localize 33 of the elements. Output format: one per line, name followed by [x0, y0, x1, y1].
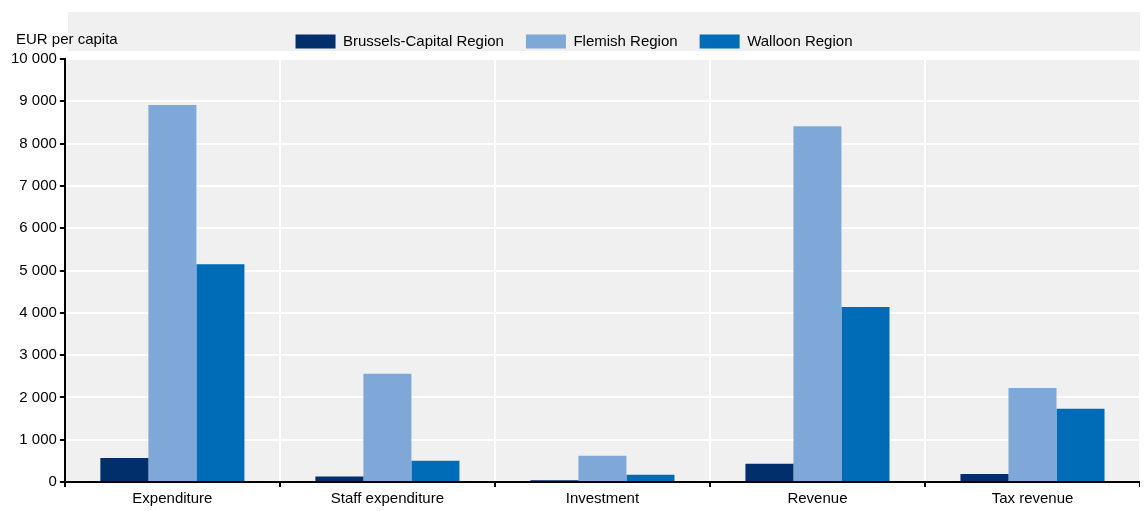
x-tick-label: Staff expenditure	[330, 489, 444, 507]
legend-label: Walloon Region	[747, 31, 853, 49]
y-tick-label: 8 000	[19, 133, 57, 151]
y-tick-label: 1 000	[19, 429, 57, 447]
legend-label: Flemish Region	[573, 31, 678, 49]
x-tick-label: Expenditure	[132, 489, 213, 507]
bar	[100, 457, 149, 481]
bar	[745, 463, 794, 481]
y-tick-label: 2 000	[19, 387, 57, 405]
y-tick-label: 3 000	[19, 345, 57, 363]
bar	[626, 474, 675, 481]
y-axis-title: EUR per capita	[16, 29, 119, 47]
bar	[411, 460, 460, 481]
bar	[960, 473, 1009, 481]
bar	[1008, 388, 1057, 481]
x-tick-label: Tax revenue	[991, 489, 1074, 507]
x-tick-label: Investment	[565, 489, 640, 507]
y-tick-label: 7 000	[19, 176, 57, 194]
bar	[578, 455, 627, 481]
y-tick-label: 0	[48, 472, 57, 490]
bar	[841, 306, 890, 481]
y-tick-label: 4 000	[19, 302, 57, 320]
y-tick-label: 9 000	[19, 91, 57, 109]
x-tick-label: Revenue	[787, 489, 848, 507]
bar	[196, 264, 245, 481]
bar	[363, 373, 412, 481]
legend-label: Brussels-Capital Region	[343, 31, 504, 49]
y-tick-label: 10 000	[10, 49, 57, 67]
y-tick-label: 5 000	[19, 260, 57, 278]
bar	[1056, 408, 1105, 481]
y-tick-label: 6 000	[19, 218, 57, 236]
bar	[793, 126, 842, 481]
bar	[148, 105, 197, 481]
